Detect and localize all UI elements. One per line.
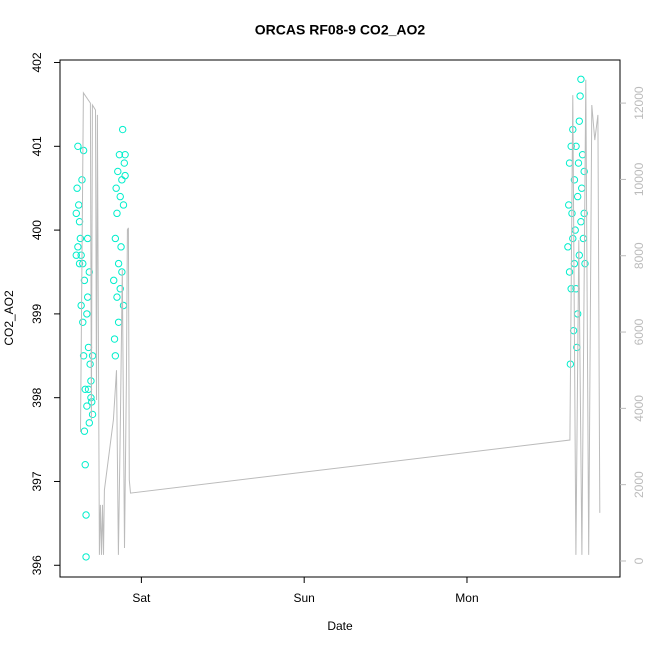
x-tick-label: Sat xyxy=(132,591,151,605)
y-axis-label: CO2_AO2 xyxy=(2,290,16,346)
data-point xyxy=(114,318,123,326)
data-point xyxy=(80,276,89,285)
data-point xyxy=(73,184,81,192)
y-tick-label: 401 xyxy=(30,136,44,156)
data-point xyxy=(579,234,588,243)
data-point xyxy=(569,234,577,243)
y2-tick-label: 12000 xyxy=(632,86,646,120)
data-point xyxy=(581,259,589,268)
y2-tick-label: 4000 xyxy=(632,395,646,422)
y2-tick-label: 8000 xyxy=(632,242,646,269)
data-point xyxy=(121,171,129,180)
plot-box xyxy=(59,59,621,578)
y-tick-label: 399 xyxy=(30,304,44,324)
y-tick-label: 400 xyxy=(30,220,44,240)
data-point xyxy=(573,192,582,201)
data-point xyxy=(85,419,94,427)
data-point xyxy=(564,243,572,251)
data-point xyxy=(74,243,82,251)
data-point xyxy=(116,192,124,201)
data-point xyxy=(80,427,89,435)
data-point xyxy=(83,310,91,318)
y2-tick-label: 6000 xyxy=(632,318,646,345)
y-tick-label: 398 xyxy=(30,387,44,407)
data-point xyxy=(121,150,129,159)
y2-tick-label: 2000 xyxy=(632,471,646,498)
data-point xyxy=(75,259,84,268)
data-point xyxy=(569,326,578,335)
data-point xyxy=(111,352,120,360)
data-point xyxy=(75,218,84,226)
altitude-line xyxy=(80,79,601,555)
data-point xyxy=(116,285,124,293)
data-point xyxy=(572,142,580,151)
data-point xyxy=(120,159,129,167)
data-point xyxy=(577,75,585,83)
data-point xyxy=(112,184,120,192)
data-point xyxy=(578,184,586,192)
y-tick-label: 397 xyxy=(30,471,44,491)
data-point xyxy=(77,251,85,259)
y-tick-label: 396 xyxy=(30,555,44,575)
x-axis-label: Date xyxy=(327,619,353,633)
data-point xyxy=(118,176,126,184)
data-point xyxy=(567,142,575,151)
data-point xyxy=(81,385,89,394)
x-tick-label: Sun xyxy=(294,591,315,605)
data-point xyxy=(79,146,88,155)
data-point xyxy=(570,176,579,184)
data-point xyxy=(565,201,573,209)
data-point xyxy=(114,167,122,176)
data-point xyxy=(110,276,118,285)
data-point xyxy=(85,268,94,276)
y-tick-label: 402 xyxy=(30,52,44,72)
data-point xyxy=(81,461,89,469)
data-point xyxy=(576,92,584,100)
data-point xyxy=(117,243,125,251)
data-point xyxy=(76,234,85,243)
data-point xyxy=(88,410,97,419)
data-point xyxy=(72,251,80,259)
y2-tick-label: 10000 xyxy=(632,162,646,196)
data-point xyxy=(113,209,121,218)
data-point xyxy=(575,117,584,125)
data-point xyxy=(119,201,128,209)
data-point xyxy=(79,259,87,268)
data-point xyxy=(75,201,83,209)
data-point xyxy=(86,360,94,368)
chart-title: ORCAS RF08-9 CO2_AO2 xyxy=(255,22,426,38)
y2-tick-label: 0 xyxy=(632,557,646,564)
data-point xyxy=(78,176,86,184)
data-point xyxy=(82,553,90,561)
data-point xyxy=(571,226,579,234)
data-point xyxy=(111,234,120,243)
data-point xyxy=(72,209,80,218)
data-point xyxy=(115,150,124,159)
data-point xyxy=(88,352,97,360)
data-point xyxy=(577,218,585,226)
data-point xyxy=(82,511,90,519)
data-point xyxy=(79,318,87,326)
data-point xyxy=(79,352,88,360)
data-point xyxy=(119,301,128,310)
data-point xyxy=(83,234,92,243)
data-point xyxy=(113,293,121,301)
data-point xyxy=(74,142,82,151)
x-tick-label: Mon xyxy=(455,591,478,605)
data-point xyxy=(83,293,92,301)
data-point xyxy=(83,402,91,410)
data-point xyxy=(118,125,127,134)
data-point xyxy=(110,335,119,343)
data-point xyxy=(574,159,583,167)
data-point xyxy=(565,268,574,276)
data-point xyxy=(114,259,123,268)
data-point xyxy=(580,167,588,176)
data-point xyxy=(565,159,574,167)
